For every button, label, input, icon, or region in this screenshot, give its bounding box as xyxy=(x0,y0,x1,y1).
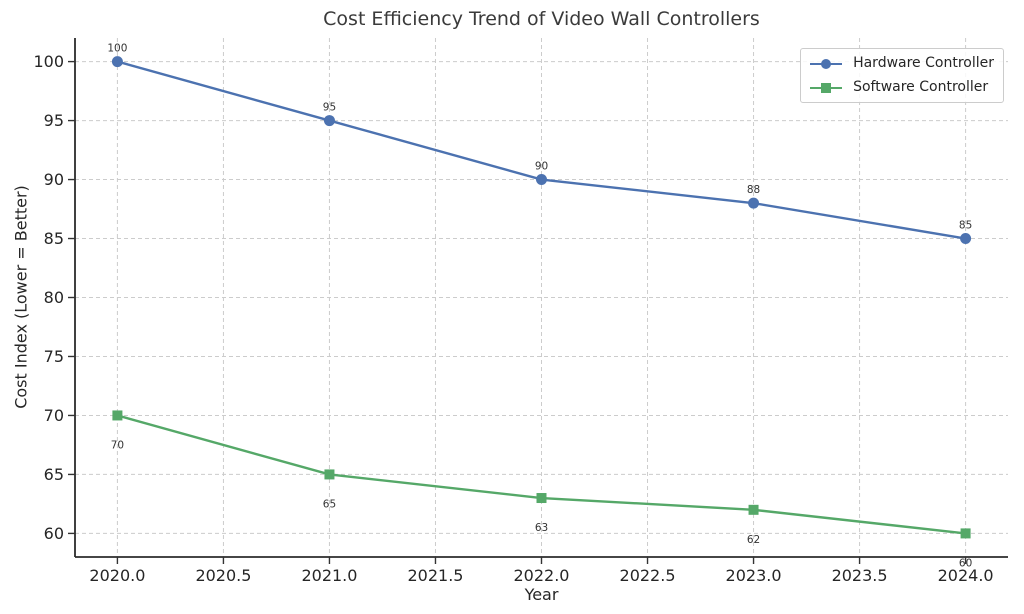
circle-marker-icon xyxy=(960,233,972,245)
chart-title: Cost Efficiency Trend of Video Wall Cont… xyxy=(323,8,760,30)
data-point-label: 88 xyxy=(747,184,760,196)
y-tick-label: 100 xyxy=(33,52,64,71)
y-tick-label: 80 xyxy=(44,288,64,307)
data-point-label: 95 xyxy=(323,102,336,114)
legend-line-marker-sample xyxy=(810,82,843,93)
x-tick-label: 2020.0 xyxy=(89,566,145,585)
data-point-label: 85 xyxy=(959,220,972,232)
circle-marker-icon xyxy=(323,115,335,127)
legend-item-hardware-controller: Hardware Controller xyxy=(810,53,994,74)
square-marker-icon xyxy=(821,82,832,93)
circle-marker-icon xyxy=(536,174,547,186)
legend-line-marker-sample xyxy=(810,58,843,69)
square-marker-icon xyxy=(536,493,547,504)
x-tick-label: 2022.0 xyxy=(514,566,570,585)
legend-label: Hardware Controller xyxy=(853,55,994,71)
y-tick-label: 95 xyxy=(44,111,64,130)
x-tick-label: 2021.0 xyxy=(301,566,357,585)
x-tick-label: 2024.0 xyxy=(938,566,994,585)
y-tick-label: 75 xyxy=(44,347,64,366)
y-tick-label: 85 xyxy=(44,229,64,248)
y-tick-label: 70 xyxy=(44,406,64,425)
x-tick-label: 2023.0 xyxy=(726,566,782,585)
circle-marker-icon xyxy=(821,58,832,69)
x-tick-label: 2022.5 xyxy=(620,566,676,585)
data-point-label: 65 xyxy=(323,498,336,510)
x-tick-label: 2023.5 xyxy=(832,566,888,585)
square-marker-icon xyxy=(112,410,123,421)
legend-item-software-controller: Software Controller xyxy=(810,77,994,98)
x-tick-label: 2020.5 xyxy=(195,566,251,585)
data-point-label: 100 xyxy=(107,43,127,55)
y-tick-label: 65 xyxy=(44,465,64,484)
square-marker-icon xyxy=(324,469,335,480)
y-axis-label: Cost Index (Lower = Better) xyxy=(11,185,31,409)
y-tick-label: 60 xyxy=(44,524,64,543)
data-point-label: 60 xyxy=(959,557,972,569)
circle-marker-icon xyxy=(111,56,123,68)
data-point-label: 63 xyxy=(535,522,548,534)
legend-label: Software Controller xyxy=(853,79,989,95)
x-tick-label: 2021.5 xyxy=(407,566,463,585)
data-point-label: 90 xyxy=(535,161,548,173)
data-point-label: 70 xyxy=(111,439,124,451)
circle-marker-icon xyxy=(748,197,760,209)
data-point-label: 62 xyxy=(747,534,760,546)
x-axis-label: Year xyxy=(524,585,559,604)
square-marker-icon xyxy=(960,528,971,539)
legend: Hardware Controller Software Controller xyxy=(800,48,1004,103)
y-tick-label: 90 xyxy=(44,170,64,189)
square-marker-icon xyxy=(748,504,759,515)
